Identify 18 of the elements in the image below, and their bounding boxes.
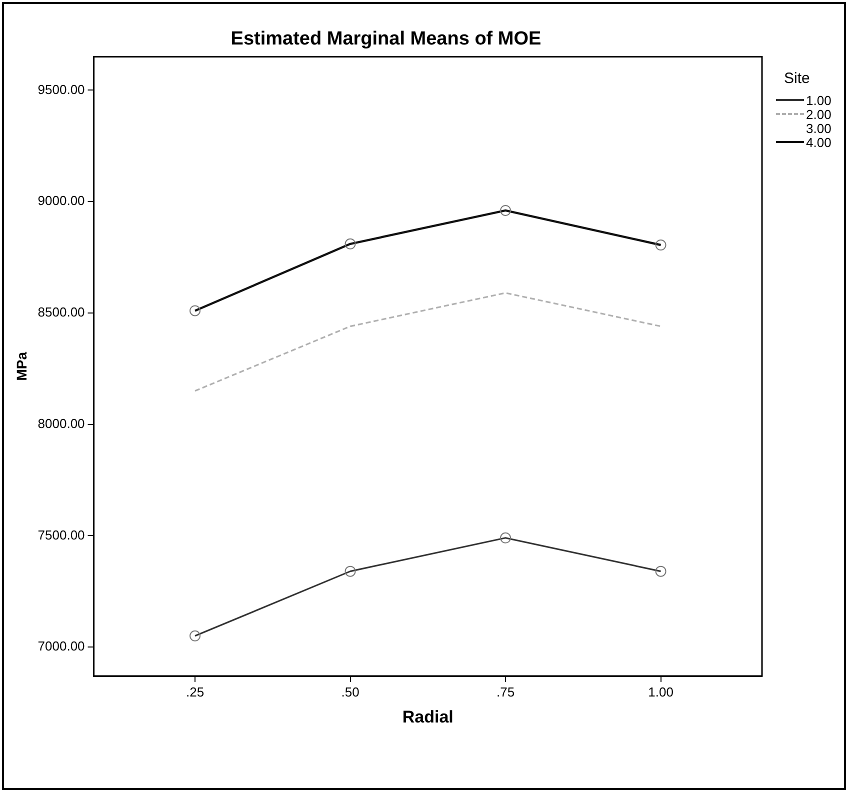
y-axis-title: MPa	[13, 352, 30, 381]
legend-label: 2.00	[806, 106, 832, 122]
x-axis-title: Radial	[402, 707, 454, 726]
y-tick-label: 8500.00	[38, 304, 85, 320]
text: 3.00	[806, 120, 832, 136]
y-tick-label: 7500.00	[38, 527, 85, 542]
y-tick-label: 9000.00	[38, 193, 85, 208]
legend-label: 1.00	[806, 92, 832, 108]
y-tick-label: 9500.00	[38, 82, 85, 97]
x-tick-label: .50	[341, 684, 360, 700]
x-tick-label: .75	[496, 684, 515, 700]
legend-title: Site	[783, 70, 811, 87]
chart-title: Estimated Marginal Means of MOE	[230, 28, 542, 50]
x-tick-label: 1.00	[648, 684, 674, 700]
x-tick-label: .25	[186, 684, 204, 700]
y-tick-label: 8000.00	[38, 416, 85, 431]
y-tick-label: 7000.00	[38, 638, 85, 654]
legend-label: 4.00	[806, 134, 832, 150]
